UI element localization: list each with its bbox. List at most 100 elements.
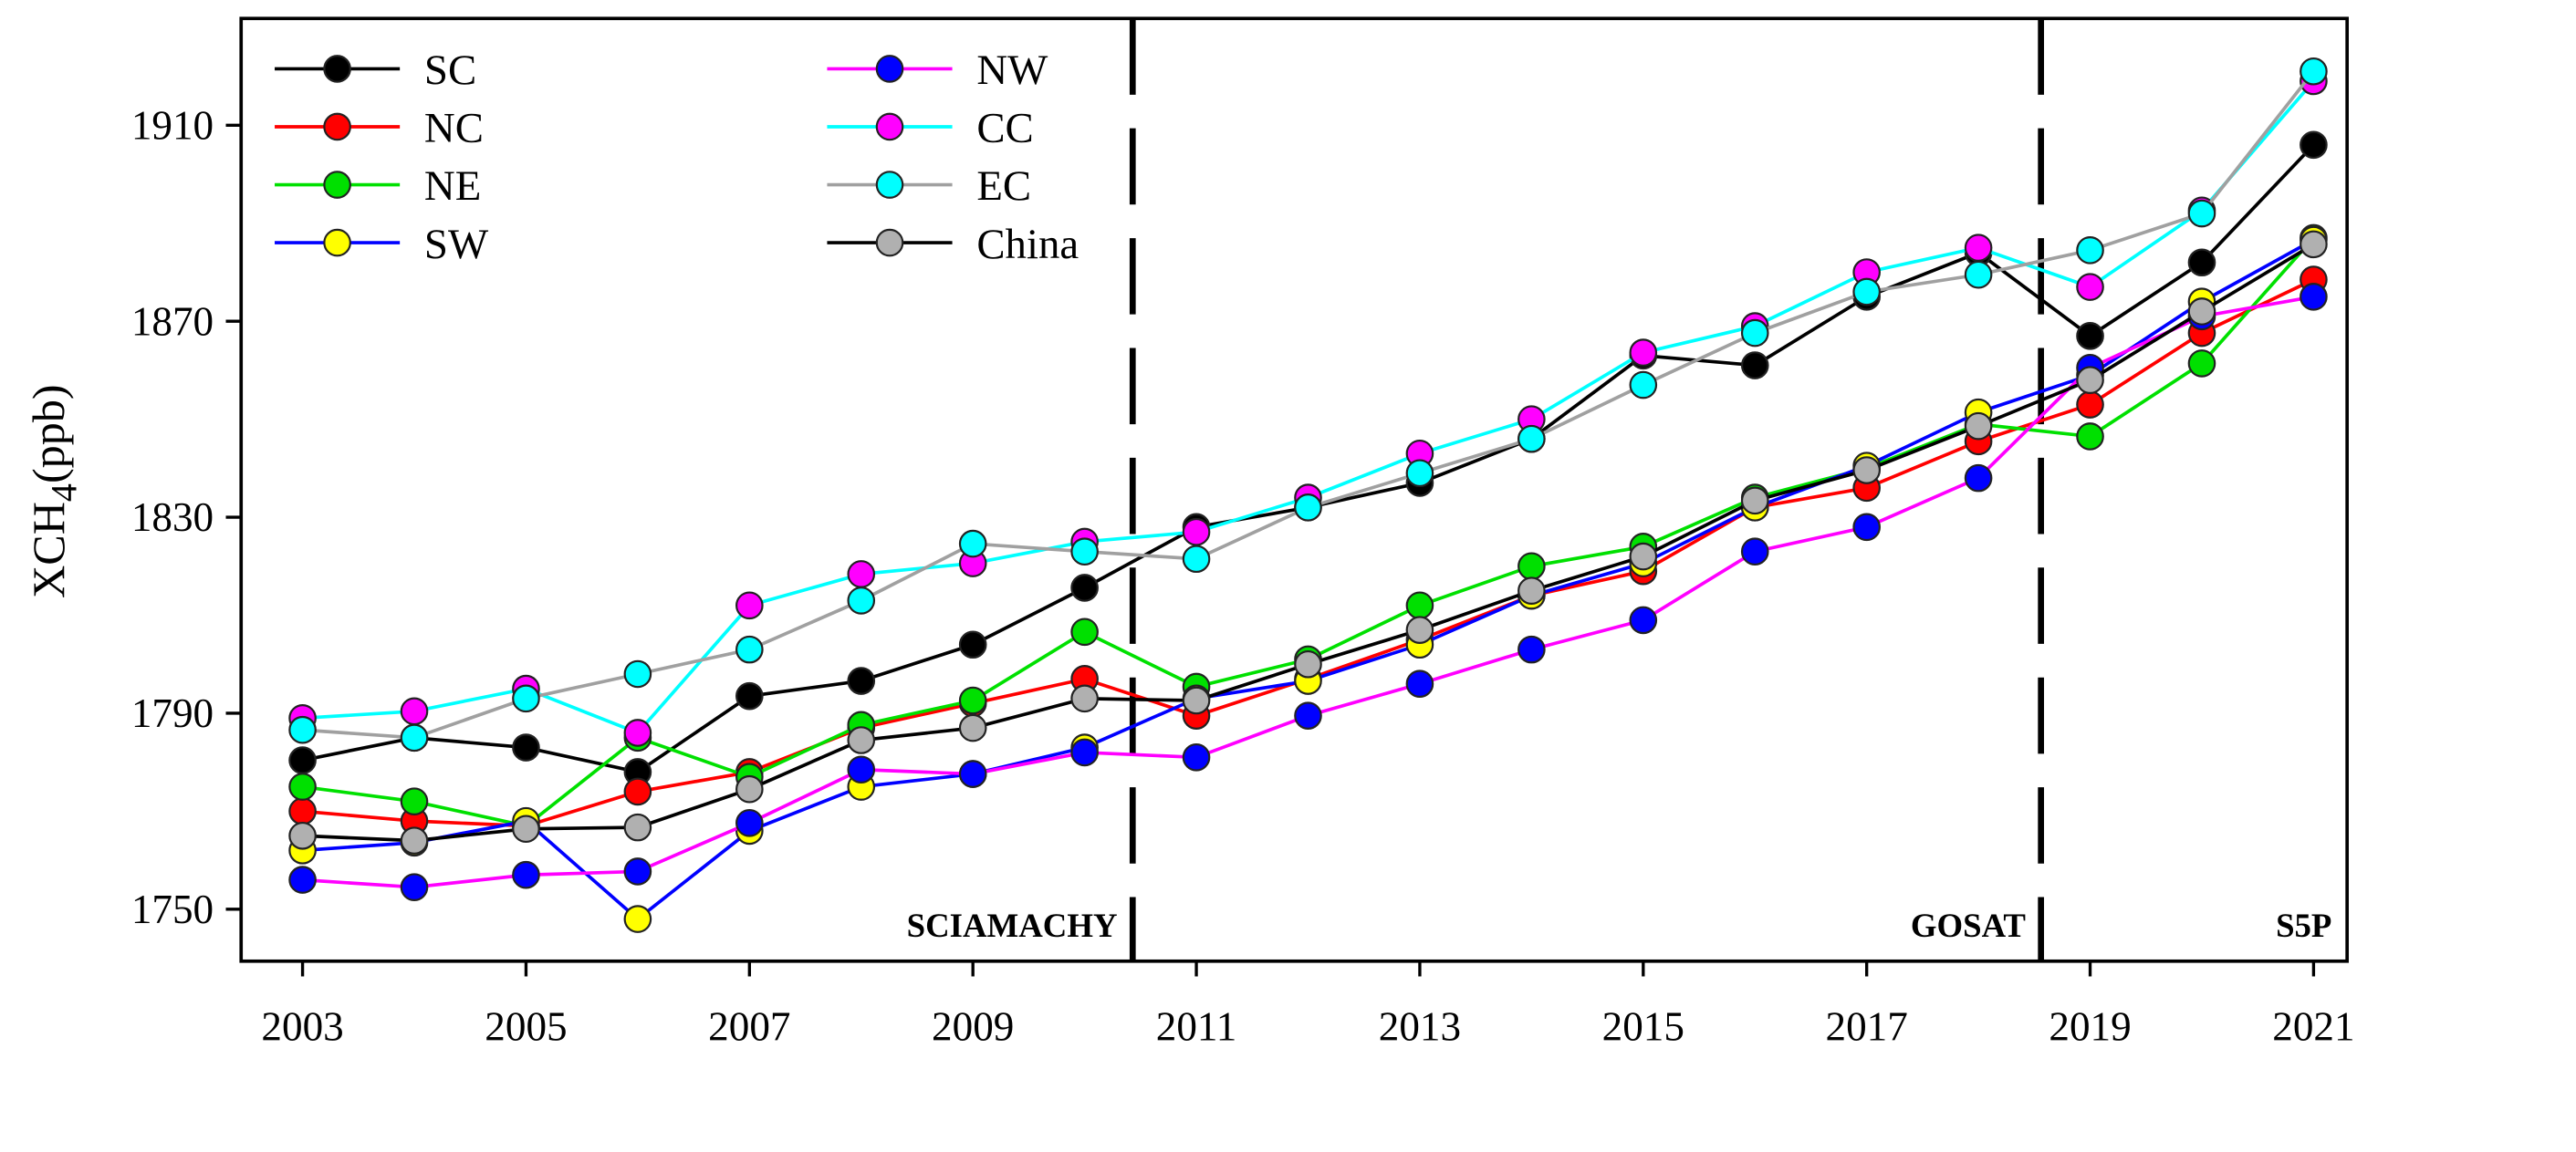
plot-marks: SCIAMACHY GOSAT S5P xyxy=(288,18,2331,961)
data-point xyxy=(2187,199,2216,228)
legend-marker xyxy=(875,55,904,83)
series-line xyxy=(302,295,2314,889)
legend-marker xyxy=(323,171,351,199)
x-tick-label: 2015 xyxy=(1602,1004,1684,1050)
data-point xyxy=(1517,635,1546,664)
data-point xyxy=(1405,669,1434,699)
data-point xyxy=(958,713,987,742)
data-point xyxy=(958,686,987,715)
y-tick-label: 1830 xyxy=(131,494,214,540)
data-point xyxy=(2300,57,2328,86)
data-point xyxy=(1070,537,1099,566)
data-point xyxy=(735,591,764,620)
y-axis-label-subscript: 4 xyxy=(44,483,85,502)
data-point xyxy=(735,808,764,837)
series-nc xyxy=(288,265,2328,840)
data-point xyxy=(1629,606,1658,635)
data-point xyxy=(1740,486,1769,515)
y-tick-label: 1910 xyxy=(131,102,214,148)
axes: 2003 2005 2007 2009 2011 2013 2015 2017 2019 2021… xyxy=(131,102,2355,1049)
data-point xyxy=(1182,743,1211,772)
legend-label: NE xyxy=(424,162,481,210)
data-point xyxy=(847,755,876,784)
data-point xyxy=(847,560,876,588)
data-point xyxy=(2300,130,2328,160)
x-tick-label: 2009 xyxy=(932,1004,1014,1050)
legend-label: NW xyxy=(976,47,1048,94)
data-point xyxy=(847,726,876,754)
period-label: S5P xyxy=(2276,907,2331,944)
data-point xyxy=(1629,338,1658,367)
data-point xyxy=(2076,322,2104,350)
data-point xyxy=(400,873,429,901)
data-point xyxy=(1070,574,1099,602)
data-point xyxy=(2187,248,2216,277)
data-point xyxy=(288,797,317,825)
data-point xyxy=(1964,463,1993,493)
data-point xyxy=(512,815,540,844)
y-axis-label: XCH4(ppb) xyxy=(23,384,84,598)
legend-marker xyxy=(323,112,351,141)
data-point xyxy=(623,719,652,747)
data-point xyxy=(1294,493,1322,522)
series-sw xyxy=(288,225,2328,933)
data-point xyxy=(623,659,652,689)
series-ne xyxy=(288,223,2328,840)
data-point xyxy=(1405,616,1434,644)
data-point xyxy=(623,777,652,806)
data-point xyxy=(288,773,317,801)
data-point xyxy=(1964,411,1993,441)
data-point xyxy=(1964,234,1993,262)
data-point xyxy=(288,746,317,774)
data-point xyxy=(1517,576,1546,605)
data-point xyxy=(1405,591,1434,620)
legend-marker xyxy=(323,55,351,83)
data-point xyxy=(2187,297,2216,326)
data-point xyxy=(623,813,652,842)
x-tick-label: 2005 xyxy=(485,1004,567,1050)
data-point xyxy=(2076,390,2104,419)
series-line xyxy=(302,277,2315,828)
data-point xyxy=(2076,422,2104,451)
data-point xyxy=(1852,277,1881,306)
legend-marker xyxy=(875,112,904,141)
data-point xyxy=(735,635,764,664)
series-line xyxy=(302,238,2315,921)
data-point xyxy=(735,681,764,711)
legend-entry-ne: NE xyxy=(275,162,481,210)
legend-entry-nc: NC xyxy=(275,105,484,152)
period-label: GOSAT xyxy=(1911,907,2026,944)
legend-label: SC xyxy=(424,47,476,94)
series-line xyxy=(302,70,2315,740)
data-point xyxy=(400,723,429,752)
x-tick-label: 2017 xyxy=(1826,1004,1908,1050)
x-tick-label: 2011 xyxy=(1156,1004,1237,1050)
legend-label: China xyxy=(976,221,1079,268)
data-point xyxy=(1740,318,1769,348)
data-point xyxy=(2076,236,2104,265)
legend-label: NC xyxy=(424,105,484,152)
legend-entry-china: China xyxy=(827,221,1079,268)
legend-entry-sc: SC xyxy=(275,47,476,94)
series-line xyxy=(302,243,2315,843)
data-point xyxy=(1070,618,1099,647)
legend-entry-ec: EC xyxy=(827,162,1031,210)
y-tick-label: 1790 xyxy=(131,690,214,736)
data-point xyxy=(1294,701,1322,730)
data-point xyxy=(1517,424,1546,453)
data-point xyxy=(958,760,987,788)
series-line xyxy=(302,79,2315,735)
legend-entry-cc: CC xyxy=(827,105,1034,152)
data-point xyxy=(400,826,429,855)
data-point xyxy=(1740,351,1769,379)
series-nw xyxy=(288,283,2328,901)
data-point xyxy=(2076,366,2104,394)
data-point xyxy=(288,821,317,850)
legend-marker xyxy=(323,228,351,257)
data-point xyxy=(512,684,540,713)
data-point xyxy=(1182,686,1211,715)
legend-label: EC xyxy=(976,162,1031,210)
series-line xyxy=(302,236,2315,828)
x-tick-label: 2013 xyxy=(1379,1004,1461,1050)
